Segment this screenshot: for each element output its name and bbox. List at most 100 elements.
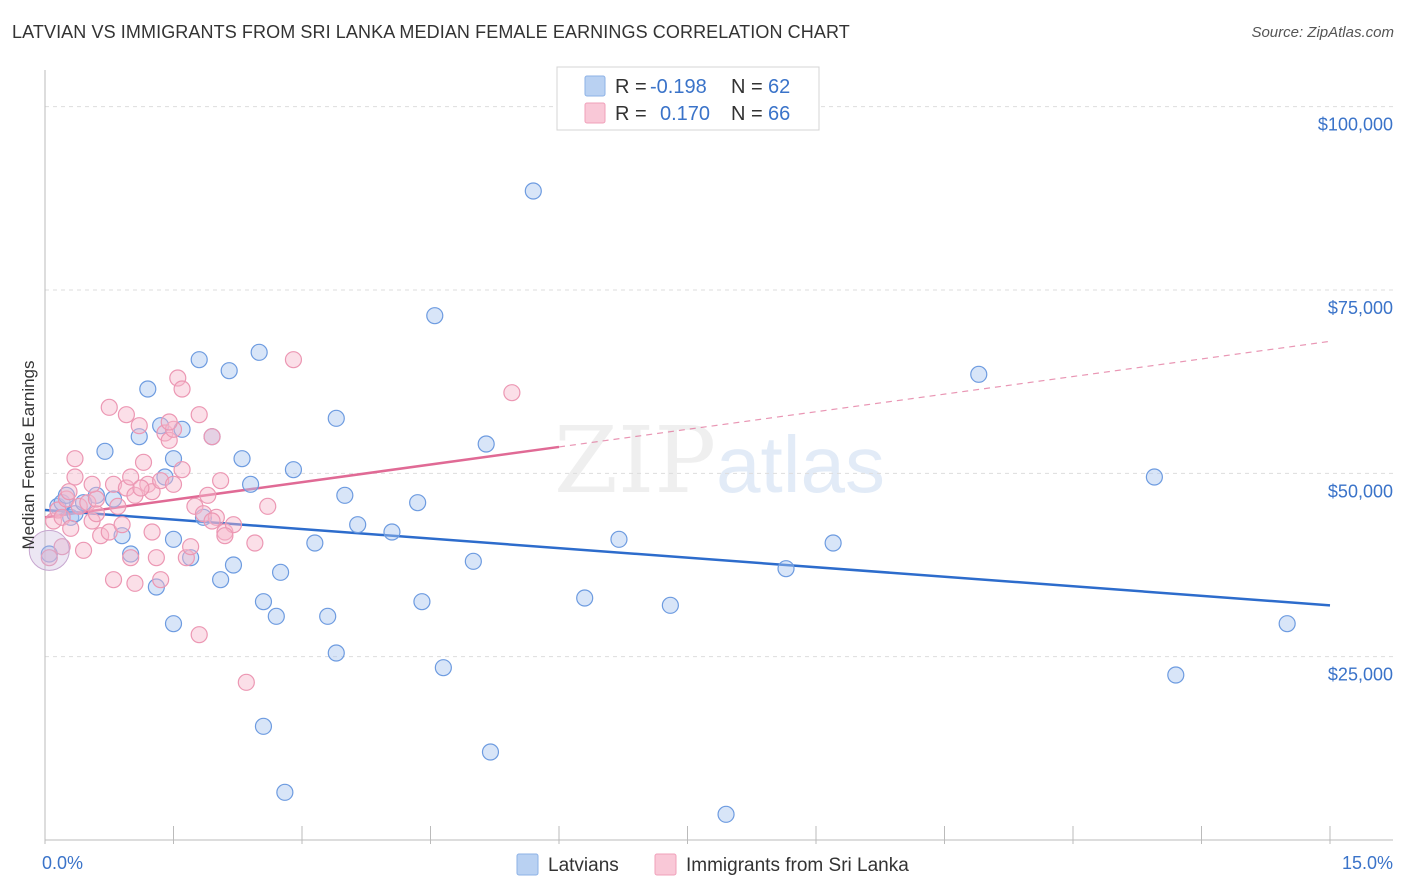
point-latvians: [139, 380, 157, 398]
legend-n-label-1: N =: [731, 76, 763, 98]
data-points: [28, 182, 1296, 823]
y-tick-label: $25,000: [1328, 665, 1393, 685]
point-sri-lanka: [126, 574, 144, 592]
point-latvians: [434, 659, 452, 677]
point-sri-lanka: [100, 523, 118, 541]
point-latvians: [349, 516, 367, 534]
point-sri-lanka: [164, 475, 183, 493]
point-latvians: [824, 534, 842, 552]
point-latvians: [254, 593, 273, 611]
point-sri-lanka: [212, 472, 230, 490]
point-latvians: [306, 534, 324, 552]
point-sri-lanka: [117, 406, 135, 424]
point-sri-lanka: [92, 527, 110, 545]
point-latvians: [122, 545, 140, 563]
y-tick-label: $50,000: [1328, 481, 1393, 501]
point-latvians: [1167, 666, 1185, 684]
source-label: Source: ZipAtlas.com: [1251, 24, 1394, 41]
point-sri-lanka: [173, 461, 191, 479]
point-sri-lanka: [152, 472, 170, 490]
point-latvians: [233, 450, 251, 468]
series-legend-label-sri-lanka: Immigrants from Sri Lanka: [686, 855, 909, 876]
point-latvians: [224, 556, 243, 574]
point-latvians: [276, 783, 294, 801]
point-latvians: [220, 362, 238, 380]
point-sri-lanka: [122, 549, 140, 567]
point-latvians: [1145, 468, 1163, 486]
point-sri-lanka: [190, 626, 208, 644]
point-latvians: [242, 475, 260, 493]
point-sri-lanka: [246, 534, 264, 552]
trend-lines: [44, 340, 1331, 607]
trend-line-solid: [44, 508, 1331, 607]
series-legend-swatch-latvians: [516, 853, 539, 876]
point-sri-lanka: [259, 497, 277, 515]
point-sri-lanka: [83, 475, 101, 493]
point-sri-lanka: [66, 450, 84, 468]
point-latvians: [250, 343, 268, 361]
chart-title: LATVIAN VS IMMIGRANTS FROM SRI LANKA MED…: [12, 22, 850, 42]
legend-n-label-2: N =: [731, 103, 763, 125]
point-latvians: [212, 571, 230, 589]
point-sri-lanka: [62, 519, 80, 537]
point-latvians: [164, 615, 183, 633]
point-sri-lanka: [216, 527, 234, 545]
trend-line-solid: [44, 445, 560, 519]
legend-swatch-latvians: [584, 75, 606, 97]
watermark: ZIP atlas: [554, 407, 885, 514]
legend-n-value-1: 62: [768, 76, 790, 98]
point-sri-lanka: [44, 512, 63, 530]
point-sri-lanka: [100, 398, 118, 416]
y-tick-label: $75,000: [1328, 298, 1393, 318]
point-latvians: [413, 593, 431, 611]
legend-n-value-2: 66: [768, 103, 790, 125]
point-latvians: [319, 607, 337, 625]
watermark-atlas: atlas: [716, 420, 885, 509]
point-sri-lanka: [134, 453, 153, 471]
point-sri-lanka: [113, 516, 131, 534]
legend-swatch-sri-lanka: [584, 102, 606, 124]
point-sri-lanka: [143, 523, 161, 541]
series-legend-swatch-sri-lanka: [654, 853, 677, 876]
point-latvians: [661, 596, 679, 614]
point-sri-lanka: [203, 512, 221, 530]
point-sri-lanka: [70, 497, 88, 515]
point-sri-lanka: [74, 541, 93, 559]
point-sri-lanka: [160, 431, 178, 449]
y-axis-title: Median Female Earnings: [19, 361, 38, 550]
legend-r-label-1: R =: [615, 76, 647, 98]
point-sri-lanka: [503, 384, 521, 402]
point-latvians: [96, 442, 114, 460]
point-latvians: [336, 486, 354, 504]
point-latvians: [524, 182, 542, 200]
point-latvians: [970, 365, 988, 383]
point-sri-lanka: [122, 468, 140, 486]
trend-line-dashed: [558, 340, 1331, 448]
point-sri-lanka: [66, 468, 84, 486]
point-latvians: [164, 530, 183, 548]
series-legend: Latvians Immigrants from Sri Lanka: [516, 853, 909, 876]
point-latvians: [267, 607, 285, 625]
point-latvians: [383, 523, 401, 541]
point-latvians: [777, 560, 795, 578]
point-sri-lanka: [284, 351, 303, 369]
legend-r-value-1: -0.198: [650, 76, 707, 98]
point-sri-lanka: [152, 571, 170, 589]
grid-lines: [45, 106, 1393, 658]
y-tick-label: $100,000: [1318, 115, 1393, 135]
point-sri-lanka: [237, 673, 255, 691]
point-latvians: [190, 351, 208, 369]
point-latvians: [327, 409, 345, 427]
point-latvians: [254, 717, 273, 735]
x-tick-label-max: 15.0%: [1342, 853, 1393, 873]
point-latvians: [426, 307, 444, 325]
point-latvians: [327, 644, 345, 662]
point-latvians: [1278, 615, 1296, 633]
x-tick-label-min: 0.0%: [42, 853, 83, 873]
point-sri-lanka: [104, 571, 123, 589]
point-sri-lanka: [104, 475, 123, 493]
point-sri-lanka: [53, 538, 71, 556]
point-sri-lanka: [190, 406, 208, 424]
point-sri-lanka: [60, 483, 78, 501]
